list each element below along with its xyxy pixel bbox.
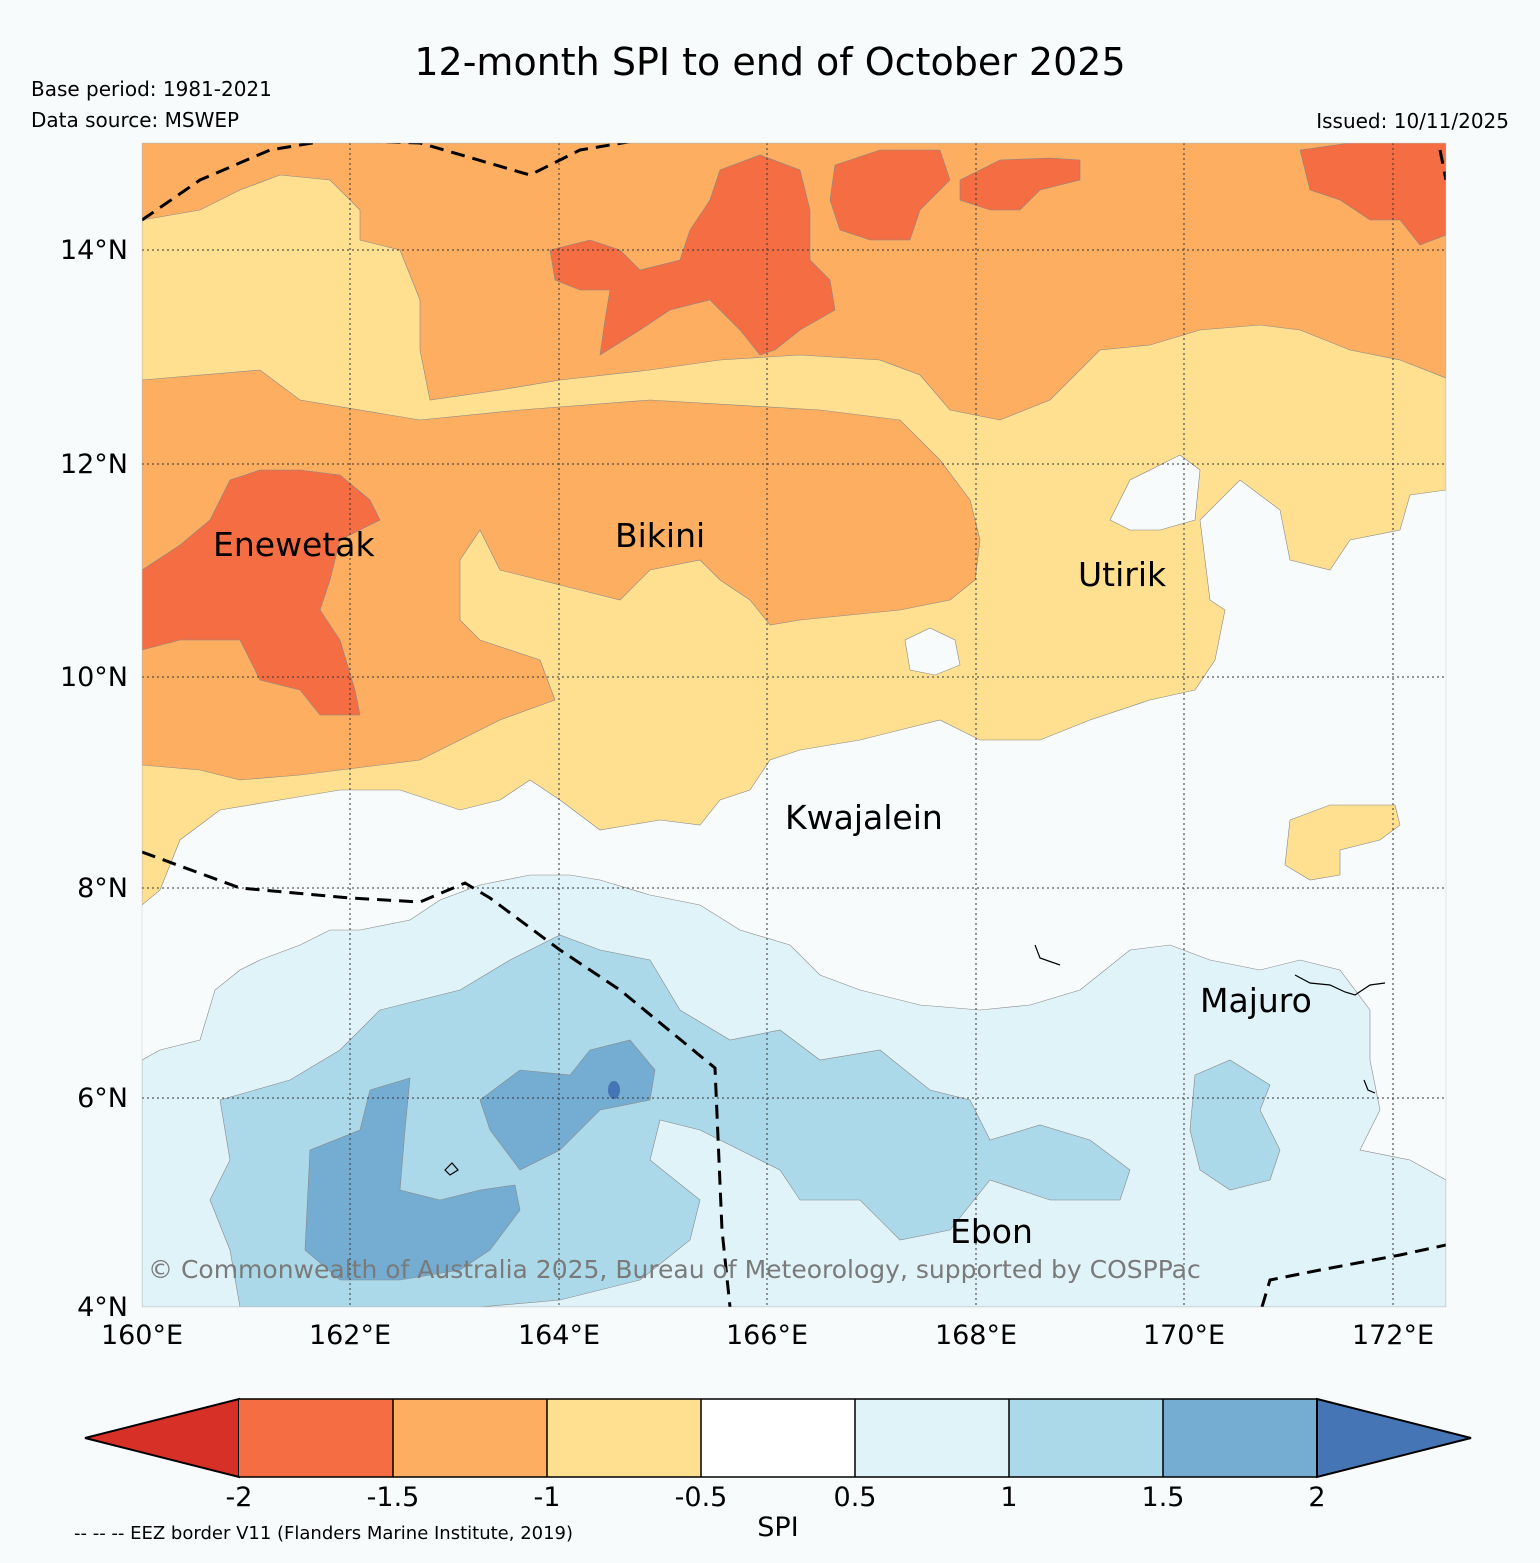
lat-label-6n: 6°N bbox=[77, 1083, 128, 1114]
islands bbox=[444, 944, 1386, 1176]
map-plot-area bbox=[142, 143, 1446, 1307]
colorbar-segment bbox=[547, 1399, 701, 1477]
colorbar-label: SPI bbox=[757, 1512, 799, 1543]
colorbar-tick: 2 bbox=[1308, 1482, 1326, 1513]
spi-zone-dry-strong bbox=[959, 157, 1081, 211]
colorbar-dividers bbox=[239, 1398, 1317, 1478]
place-label-majuro: Majuro bbox=[1200, 981, 1312, 1020]
spi-zone-dry-strong bbox=[142, 469, 381, 716]
colorbar-extend-left bbox=[84, 1397, 240, 1479]
colorbar-tick: 0.5 bbox=[833, 1482, 877, 1513]
colorbar-segment bbox=[239, 1399, 393, 1477]
colorbar-tick: -0.5 bbox=[674, 1482, 728, 1513]
lat-label-12n: 12°N bbox=[60, 449, 128, 480]
colorbar-tick: 1.5 bbox=[1141, 1482, 1185, 1513]
place-label-kwajalein: Kwajalein bbox=[785, 798, 943, 837]
colorbar-tick: -1.5 bbox=[366, 1482, 420, 1513]
spi-zone-wet-extreme bbox=[608, 1081, 620, 1099]
map-title: 12-month SPI to end of October 2025 bbox=[414, 40, 1126, 84]
base-period-text: Base period: 1981-2021 bbox=[31, 77, 272, 101]
colorbar-extend-right bbox=[1316, 1397, 1472, 1479]
lon-label-166e: 166°E bbox=[726, 1320, 808, 1351]
spi-zone-dry-light bbox=[1284, 804, 1401, 881]
place-label-utirik: Utirik bbox=[1078, 555, 1167, 594]
colorbar-segment bbox=[393, 1399, 547, 1477]
data-source-text: Data source: MSWEP bbox=[31, 108, 240, 132]
spi-zone-normal bbox=[1109, 454, 1201, 531]
lon-label-168e: 168°E bbox=[935, 1320, 1017, 1351]
lon-label-172e: 172°E bbox=[1352, 1320, 1434, 1351]
lon-label-160e: 160°E bbox=[101, 1320, 183, 1351]
lat-label-14n: 14°N bbox=[60, 235, 128, 266]
lon-label-170e: 170°E bbox=[1143, 1320, 1225, 1351]
lon-label-162e: 162°E bbox=[309, 1320, 391, 1351]
colorbar-tick: -2 bbox=[225, 1482, 253, 1513]
lat-label-8n: 8°N bbox=[77, 873, 128, 904]
colorbar-segment bbox=[701, 1399, 855, 1477]
colorbar-tick: -1 bbox=[533, 1482, 561, 1513]
issued-date-text: Issued: 10/11/2025 bbox=[1316, 109, 1509, 133]
spi-zone-wet-strong bbox=[479, 1039, 656, 1171]
colorbar-tick: 1 bbox=[1000, 1482, 1018, 1513]
eez-border bbox=[142, 143, 1446, 1307]
copyright-notice: © Commonwealth of Australia 2025, Bureau… bbox=[148, 1255, 1201, 1284]
eez-legend-note: -- -- -- EEZ border V11 (Flanders Marine… bbox=[74, 1523, 574, 1544]
colorbar-segment bbox=[855, 1399, 1009, 1477]
lat-label-4n: 4°N bbox=[77, 1292, 128, 1323]
spi-zone-dry-strong bbox=[829, 149, 951, 241]
lon-label-164e: 164°E bbox=[518, 1320, 600, 1351]
spi-zone-wet-strong bbox=[304, 1077, 521, 1281]
spi-zone-dry-strong bbox=[1299, 143, 1446, 246]
spi-colorbar bbox=[84, 1397, 1472, 1479]
graticule bbox=[142, 143, 1446, 1307]
place-label-enewetak: Enewetak bbox=[213, 525, 376, 564]
spi-zone-normal bbox=[904, 627, 961, 676]
map-frame bbox=[141, 142, 1447, 1308]
place-label-ebon: Ebon bbox=[950, 1212, 1033, 1251]
colorbar-segment bbox=[1163, 1399, 1317, 1477]
spi-zone-wet-medium bbox=[1189, 1059, 1281, 1191]
place-label-bikini: Bikini bbox=[615, 516, 705, 555]
colorbar-segment bbox=[1009, 1399, 1163, 1477]
lat-label-10n: 10°N bbox=[60, 662, 128, 693]
